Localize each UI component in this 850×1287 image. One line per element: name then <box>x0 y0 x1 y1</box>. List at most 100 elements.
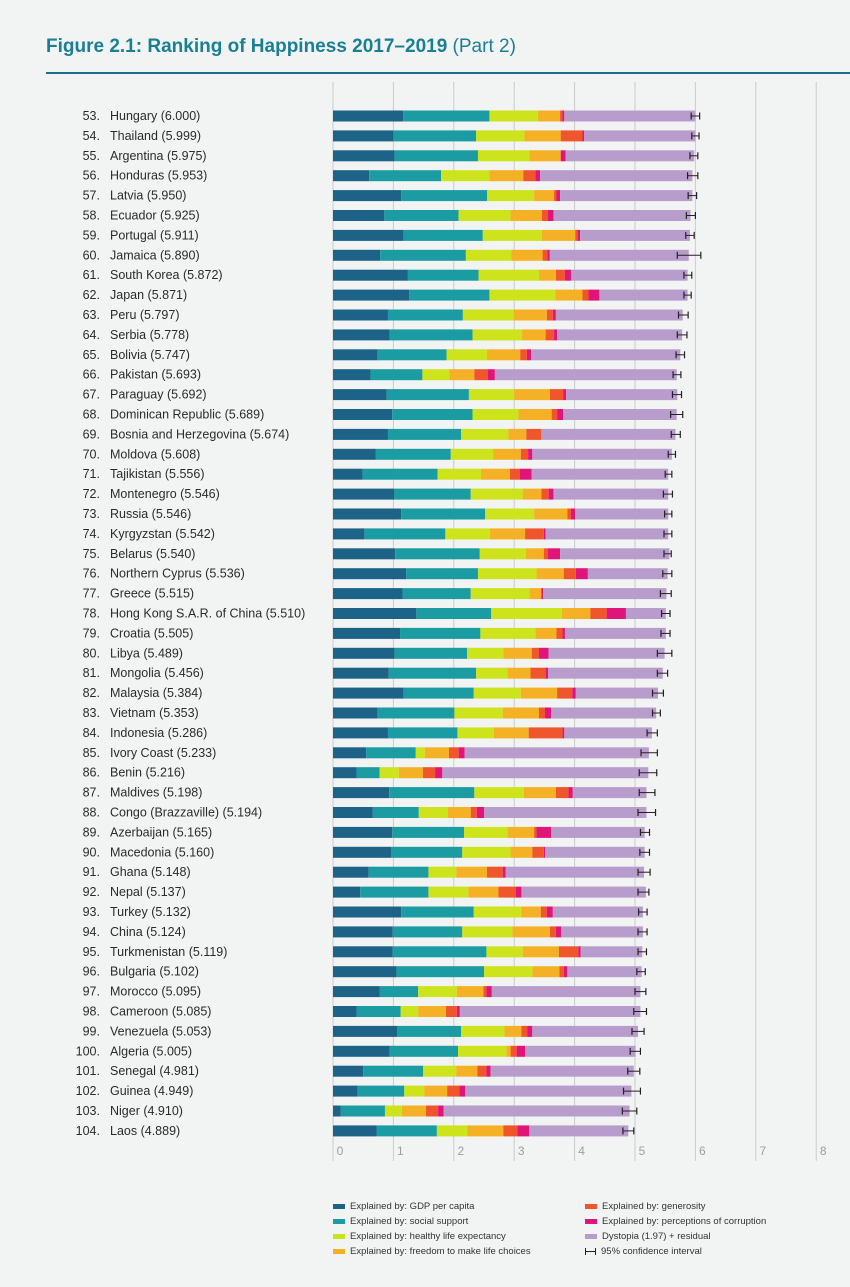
rank-label: 64. <box>83 328 100 342</box>
bar-segment <box>588 289 600 301</box>
bar-segment <box>503 647 532 659</box>
bar-segment <box>512 926 550 938</box>
rank-label: 56. <box>83 169 100 183</box>
bar-segment <box>580 229 690 241</box>
country-label: Congo (Brazzaville) (5.194) <box>110 806 262 820</box>
bar-segment <box>333 906 402 918</box>
bar-segment <box>340 1105 385 1117</box>
country-label: Azerbaijan (5.165) <box>110 825 212 839</box>
country-label: Belarus (5.540) <box>110 547 195 561</box>
rank-label: 91. <box>83 865 100 879</box>
x-tick-label: 1 <box>397 1144 404 1158</box>
bar-segment <box>465 1085 632 1097</box>
bar-segment <box>487 190 535 202</box>
bar-segment <box>520 687 558 699</box>
bar-segment <box>482 229 542 241</box>
bar-segment <box>553 210 691 221</box>
legend-swatch <box>585 1203 597 1209</box>
bar-segment <box>363 1065 423 1077</box>
country-label: Honduras (5.953) <box>110 169 207 183</box>
country-label: Libya (5.489) <box>110 646 183 660</box>
bar-segment <box>333 787 390 799</box>
bar-segment <box>403 110 490 122</box>
country-label: Northern Cyprus (5.536) <box>110 567 245 581</box>
country-label: Cameroon (5.085) <box>110 1005 211 1019</box>
bar-segment <box>400 627 481 639</box>
x-tick-label: 6 <box>699 1144 706 1158</box>
country-label: Moldova (5.608) <box>110 447 200 461</box>
bar-segment <box>392 409 473 420</box>
country-label: Croatia (5.505) <box>110 626 193 640</box>
bar-segment <box>454 707 503 719</box>
bar-segment <box>508 428 527 440</box>
bar-segment <box>509 468 520 480</box>
bar-segment <box>369 170 442 182</box>
bar-segment <box>456 1006 460 1017</box>
bar-segment <box>502 707 539 719</box>
bar-segment <box>535 170 541 182</box>
bar-segment <box>489 170 524 182</box>
bar-segment <box>333 727 388 739</box>
bar-segment <box>564 110 696 122</box>
rank-label: 80. <box>83 646 100 660</box>
bar-segment <box>472 409 519 420</box>
bar-segment <box>389 787 475 799</box>
legend-swatch <box>585 1218 597 1224</box>
bar-segment <box>525 528 544 540</box>
country-label: Argentina (5.975) <box>110 149 207 163</box>
bar-segment <box>375 448 451 460</box>
bar-segment <box>522 946 559 958</box>
country-label: Venezuela (5.053) <box>110 1024 211 1038</box>
rank-label: 76. <box>83 567 100 581</box>
bar-segment <box>517 1125 530 1137</box>
bar-segment <box>424 1085 448 1097</box>
rank-label: 79. <box>83 626 100 640</box>
bar-segment <box>527 1025 533 1037</box>
bar-segment <box>387 727 458 739</box>
bar-segment <box>504 1025 522 1037</box>
bar-segment <box>333 588 403 600</box>
country-label: Serbia (5.778) <box>110 328 189 342</box>
rank-label: 102. <box>76 1084 100 1098</box>
bar-segment <box>333 329 390 341</box>
rank-label: 55. <box>83 149 100 163</box>
bar-segment <box>372 807 419 818</box>
bar-segment <box>558 946 579 958</box>
bar-segment <box>445 528 491 540</box>
bar-segment <box>523 787 556 799</box>
rank-label: 96. <box>83 965 100 979</box>
legend-label: 95% confidence interval <box>601 1246 702 1257</box>
bar-segment <box>526 349 532 361</box>
rank-label: 70. <box>83 447 100 461</box>
bar-segment <box>458 210 511 221</box>
bar-segment <box>398 767 423 779</box>
bar-segment <box>443 1105 630 1117</box>
bar-segment <box>465 249 512 261</box>
bar-segment <box>487 369 495 381</box>
bar-segment <box>540 170 693 182</box>
rank-label: 59. <box>83 228 100 242</box>
bar-segment <box>545 846 645 858</box>
bar-segment <box>560 150 566 162</box>
bar-segment <box>479 548 526 560</box>
chart-title-suffix: (Part 2) <box>452 36 516 57</box>
bar-segment <box>422 369 450 381</box>
bar-segment <box>521 1025 528 1037</box>
bar-segment <box>377 349 447 361</box>
bar-segment <box>584 130 696 142</box>
bar-segment <box>510 846 533 858</box>
bar-segment <box>582 130 585 142</box>
bar-segment <box>400 1006 419 1017</box>
rank-label: 75. <box>83 547 100 561</box>
rank-label: 99. <box>83 1024 100 1038</box>
rank-label: 60. <box>83 248 100 262</box>
bar-segment <box>525 548 544 560</box>
bar-segment <box>575 229 578 241</box>
bar-segment <box>510 210 542 221</box>
bar-segment <box>561 608 591 619</box>
bar-segment <box>529 588 542 600</box>
bar-segment <box>438 1105 444 1117</box>
bar-segment <box>333 190 402 202</box>
bar-segment <box>368 866 429 878</box>
bar-segment <box>464 747 649 759</box>
